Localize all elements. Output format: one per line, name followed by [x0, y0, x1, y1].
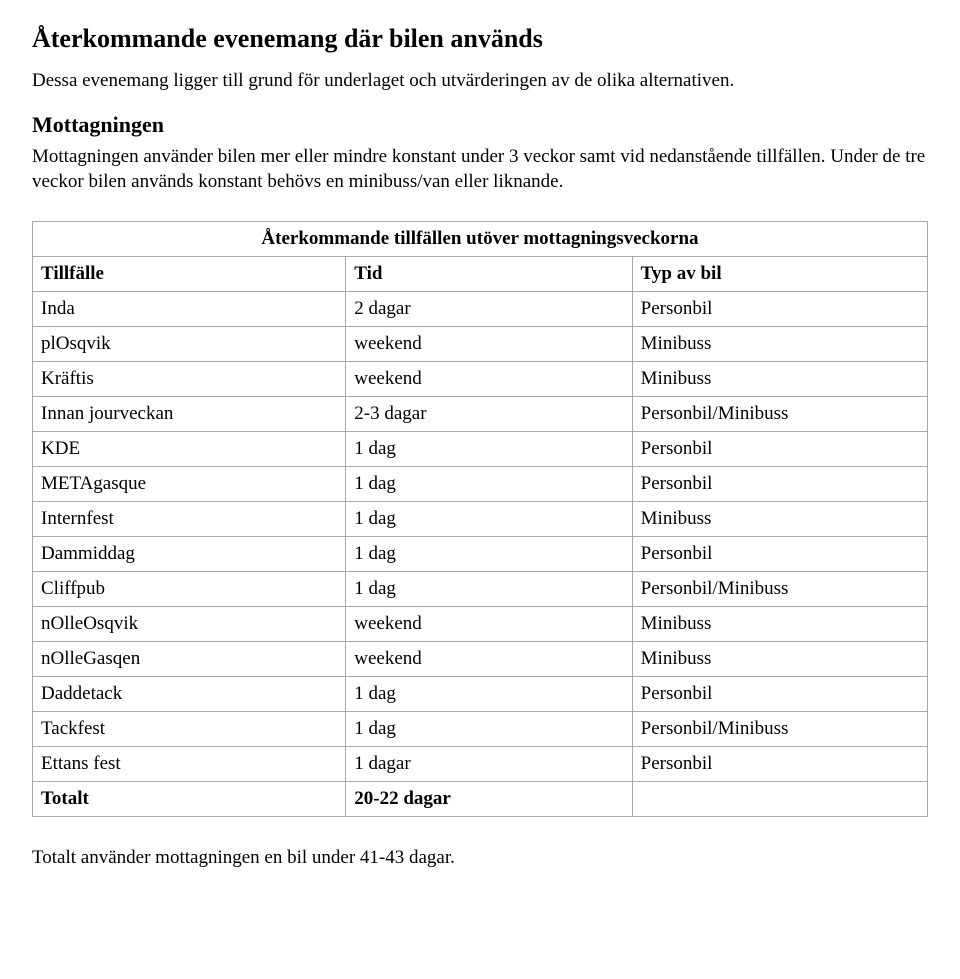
table-row: METAgasque 1 dag Personbil	[33, 466, 928, 501]
table-cell: Inda	[33, 291, 346, 326]
table-row: Dammiddag 1 dag Personbil	[33, 536, 928, 571]
table-row: nOlleGasqen weekend Minibuss	[33, 641, 928, 676]
table-cell: Innan jourveckan	[33, 396, 346, 431]
table-cell: 1 dag	[346, 536, 632, 571]
table-row: Ettans fest 1 dagar Personbil	[33, 746, 928, 781]
table-total-cell: Totalt	[33, 781, 346, 816]
table-cell: weekend	[346, 641, 632, 676]
table-cell: Personbil/Minibuss	[632, 396, 927, 431]
table-cell: Personbil	[632, 746, 927, 781]
table-cell: Minibuss	[632, 326, 927, 361]
table-cell: Internfest	[33, 501, 346, 536]
table-caption: Återkommande tillfällen utöver mottagnin…	[33, 221, 928, 256]
table-cell: Cliffpub	[33, 571, 346, 606]
table-row: Innan jourveckan 2-3 dagar Personbil/Min…	[33, 396, 928, 431]
table-cell: weekend	[346, 361, 632, 396]
table-total-cell: 20-22 dagar	[346, 781, 632, 816]
table-row: Inda 2 dagar Personbil	[33, 291, 928, 326]
table-cell: KDE	[33, 431, 346, 466]
section-paragraph: Mottagningen använder bilen mer eller mi…	[32, 144, 928, 195]
table-header-row: Tillfälle Tid Typ av bil	[33, 256, 928, 291]
table-row: Tackfest 1 dag Personbil/Minibuss	[33, 711, 928, 746]
table-cell: Personbil/Minibuss	[632, 711, 927, 746]
table-cell: METAgasque	[33, 466, 346, 501]
table-row: Daddetack 1 dag Personbil	[33, 676, 928, 711]
table-cell: plOsqvik	[33, 326, 346, 361]
closing-paragraph: Totalt använder mottagningen en bil unde…	[32, 845, 928, 871]
table-cell: 1 dag	[346, 711, 632, 746]
table-cell: Personbil	[632, 431, 927, 466]
table-cell: Ettans fest	[33, 746, 346, 781]
table-total-row: Totalt 20-22 dagar	[33, 781, 928, 816]
table-cell: 2 dagar	[346, 291, 632, 326]
table-cell: Minibuss	[632, 641, 927, 676]
table-cell: 2-3 dagar	[346, 396, 632, 431]
table-row: KDE 1 dag Personbil	[33, 431, 928, 466]
table-cell: nOlleGasqen	[33, 641, 346, 676]
table-cell: weekend	[346, 326, 632, 361]
table-cell: Daddetack	[33, 676, 346, 711]
table-cell: Personbil	[632, 536, 927, 571]
table-cell: Minibuss	[632, 361, 927, 396]
table-row: Internfest 1 dag Minibuss	[33, 501, 928, 536]
events-table: Återkommande tillfällen utöver mottagnin…	[32, 221, 928, 817]
table-cell: 1 dag	[346, 501, 632, 536]
table-cell: Tackfest	[33, 711, 346, 746]
table-cell: Minibuss	[632, 501, 927, 536]
table-header-cell: Typ av bil	[632, 256, 927, 291]
table-cell: Personbil/Minibuss	[632, 571, 927, 606]
table-caption-row: Återkommande tillfällen utöver mottagnin…	[33, 221, 928, 256]
section-heading: Mottagningen	[32, 112, 928, 138]
table-row: nOlleOsqvik weekend Minibuss	[33, 606, 928, 641]
table-row: plOsqvik weekend Minibuss	[33, 326, 928, 361]
intro-paragraph: Dessa evenemang ligger till grund för un…	[32, 68, 928, 94]
table-cell: Personbil	[632, 291, 927, 326]
table-cell: 1 dag	[346, 466, 632, 501]
table-cell: nOlleOsqvik	[33, 606, 346, 641]
table-cell: 1 dag	[346, 571, 632, 606]
table-row: Cliffpub 1 dag Personbil/Minibuss	[33, 571, 928, 606]
table-cell: Personbil	[632, 466, 927, 501]
table-cell: Minibuss	[632, 606, 927, 641]
table-cell: weekend	[346, 606, 632, 641]
table-cell: 1 dagar	[346, 746, 632, 781]
table-row: Kräftis weekend Minibuss	[33, 361, 928, 396]
table-cell: Kräftis	[33, 361, 346, 396]
table-header-cell: Tillfälle	[33, 256, 346, 291]
page-title: Återkommande evenemang där bilen används	[32, 24, 928, 54]
table-cell: 1 dag	[346, 676, 632, 711]
table-cell: Dammiddag	[33, 536, 346, 571]
table-cell: 1 dag	[346, 431, 632, 466]
table-cell: Personbil	[632, 676, 927, 711]
table-total-cell	[632, 781, 927, 816]
table-header-cell: Tid	[346, 256, 632, 291]
